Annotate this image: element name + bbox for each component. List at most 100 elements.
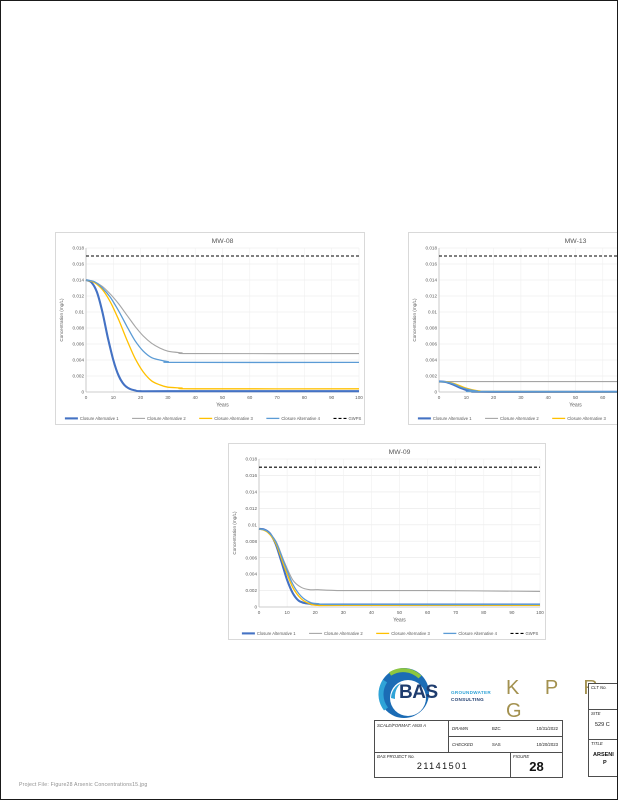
figure-title-value: ARSENI P [593,752,614,766]
checked-by: SAS [492,742,501,747]
svg-text:Closure Alternative 1: Closure Alternative 1 [433,416,472,421]
svg-text:GWPS: GWPS [349,416,362,421]
svg-text:Closure Alternative 2: Closure Alternative 2 [500,416,539,421]
figure-label: FIGURE [513,754,530,759]
svg-text:80: 80 [302,395,308,400]
svg-text:0.01: 0.01 [248,522,257,527]
svg-text:30: 30 [341,610,347,615]
chart-mw-09-svg: 0 0.002 0.004 0.006 0.008 0.01 0.012 0.014 0.016… [232,449,544,636]
bas-tagline-line2: CONSULTING [451,697,485,702]
svg-text:Closure Alternative 3: Closure Alternative 3 [567,416,606,421]
svg-text:0.012: 0.012 [426,294,438,299]
drawn-row: DRAWN BZC 10/31/2022 [449,721,562,737]
drawn-label: DRAWN [452,726,469,731]
project-number-value: 21141501 [416,761,469,771]
svg-text:0: 0 [434,390,437,395]
svg-text:10: 10 [285,610,291,615]
site-label: SITE [591,711,601,716]
svg-text:40: 40 [369,610,375,615]
svg-text:100: 100 [355,395,363,400]
svg-text:0: 0 [81,390,84,395]
client-no-label: CLT No. [591,685,607,690]
svg-text:MW-09: MW-09 [389,449,411,456]
svg-text:Concentration (mg/L): Concentration (mg/L) [59,298,64,342]
svg-text:0.016: 0.016 [73,262,85,267]
svg-text:0.012: 0.012 [246,506,258,511]
svg-text:0.002: 0.002 [426,374,438,379]
chart-mw-08-svg: 0 0.002 0.004 0.006 0.008 0.01 0.012 0.014 0.016… [59,238,363,421]
svg-text:70: 70 [275,395,281,400]
drawn-date: 10/31/2022 [536,726,558,731]
svg-text:70: 70 [453,610,459,615]
svg-text:0.016: 0.016 [426,262,438,267]
svg-text:40: 40 [193,395,199,400]
svg-text:0: 0 [258,610,261,615]
svg-text:MW-08: MW-08 [212,238,234,245]
figure-number-cell: FIGURE 28 [511,753,562,777]
svg-text:50: 50 [397,610,403,615]
svg-text:10: 10 [464,395,470,400]
bas-wordmark: BAS [399,682,438,703]
project-number-label: BAS PROJECT No. [377,754,415,759]
svg-text:Closure Alternative 1: Closure Alternative 1 [257,631,296,636]
svg-text:Concentration (mg/L): Concentration (mg/L) [232,511,237,555]
svg-text:Years: Years [216,403,229,409]
svg-text:20: 20 [313,610,319,615]
svg-text:Closure Alternative 3: Closure Alternative 3 [391,631,430,636]
svg-text:60: 60 [247,395,253,400]
svg-text:0.018: 0.018 [246,457,258,462]
svg-text:0.004: 0.004 [426,358,438,363]
svg-text:90: 90 [509,610,515,615]
svg-text:50: 50 [573,395,579,400]
svg-text:0.018: 0.018 [426,246,438,251]
checked-row: CHECKED SAS 10/20/2023 [449,737,562,752]
svg-text:20: 20 [491,395,497,400]
svg-text:30: 30 [518,395,524,400]
svg-text:Closure Alternative 2: Closure Alternative 2 [324,631,363,636]
svg-text:0.006: 0.006 [73,342,85,347]
client-no-cell: CLT No. [589,684,617,710]
svg-text:0.01: 0.01 [428,310,437,315]
figure-title-label: TITLE [591,741,603,746]
site-cell: SITE 529 C [589,710,617,740]
svg-text:20: 20 [138,395,144,400]
svg-text:60: 60 [600,395,606,400]
svg-text:Concentration (mg/L): Concentration (mg/L) [412,298,417,342]
svg-text:Closure Alternative 3: Closure Alternative 3 [214,416,253,421]
bas-logo-icon [378,668,429,718]
checked-label: CHECKED [452,742,474,747]
svg-text:0.002: 0.002 [73,374,85,379]
svg-text:0.01: 0.01 [75,310,84,315]
svg-text:0.008: 0.008 [73,326,85,331]
site-value: 529 C [595,722,610,728]
checked-date: 10/20/2023 [536,742,558,747]
svg-text:0.014: 0.014 [73,278,85,283]
svg-text:0: 0 [254,605,257,610]
title-block-left: SCALE/FORMAT: ANSI A DRAWN BZC 10/31/202… [374,720,563,778]
svg-text:0.014: 0.014 [426,278,438,283]
svg-text:50: 50 [220,395,226,400]
svg-text:30: 30 [165,395,171,400]
svg-text:Closure Alternative 1: Closure Alternative 1 [80,416,119,421]
svg-text:0.012: 0.012 [73,294,85,299]
svg-text:60: 60 [425,610,431,615]
svg-text:0.008: 0.008 [246,539,258,544]
footer-project-file: Project File: Figure28 Arsenic Concentra… [19,782,148,788]
svg-text:0.014: 0.014 [246,489,258,494]
svg-text:0.004: 0.004 [73,358,85,363]
chart-mw-13: 0 0.002 0.004 0.006 0.008 0.01 0.012 0.014 0.016… [408,232,617,425]
svg-text:100: 100 [536,610,544,615]
svg-text:0: 0 [85,395,88,400]
svg-text:0.008: 0.008 [426,326,438,331]
svg-text:Closure Alternative 4: Closure Alternative 4 [458,631,497,636]
svg-text:40: 40 [546,395,552,400]
svg-text:GWPS: GWPS [526,631,539,636]
scale-format-cell: SCALE/FORMAT: ANSI A [375,721,449,752]
chart-mw-09: 0 0.002 0.004 0.006 0.008 0.01 0.012 0.014 0.016… [228,443,546,640]
svg-text:0: 0 [438,395,441,400]
svg-text:0.006: 0.006 [246,555,258,560]
drawn-by: BZC [492,726,501,731]
svg-text:Years: Years [393,618,406,624]
chart-mw-08: 0 0.002 0.004 0.006 0.008 0.01 0.012 0.014 0.016… [55,232,365,425]
